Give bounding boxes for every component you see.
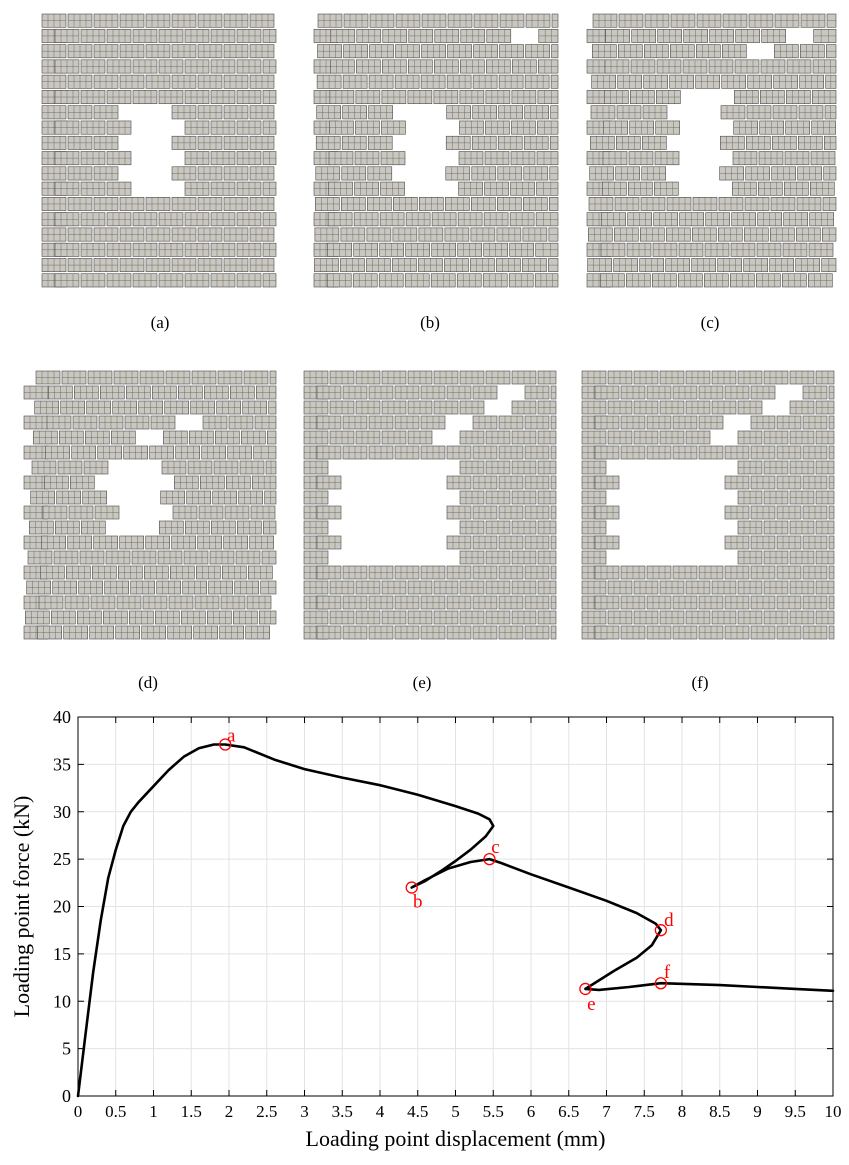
x-tick-label: 0	[74, 1102, 83, 1121]
x-tick-label: 5	[451, 1102, 460, 1121]
panel-b	[312, 8, 562, 293]
point-marker-c	[483, 852, 496, 866]
y-tick-label: 40	[53, 707, 71, 727]
point-marker-d	[654, 924, 668, 937]
x-tick-label: 7	[602, 1102, 611, 1121]
series-line	[76, 743, 835, 1098]
panel-e	[302, 365, 560, 645]
x-tick-label: 4.5	[407, 1102, 428, 1121]
x-tick-label: 5.5	[483, 1102, 504, 1121]
point-label-a: a	[227, 725, 236, 746]
x-tick-label: 9.5	[785, 1102, 806, 1121]
panel-c	[585, 8, 840, 293]
panel-a	[40, 8, 280, 293]
y-tick-label: 30	[53, 802, 71, 822]
point-marker-e	[579, 982, 592, 996]
wall-a-image	[41, 13, 277, 288]
panel-label-c: (c)	[700, 313, 720, 332]
y-tick-label: 10	[53, 991, 71, 1011]
panel-label-d: (d)	[138, 673, 158, 692]
x-tick-label: 8.5	[709, 1102, 730, 1121]
x-tick-label: 0.5	[105, 1102, 126, 1121]
point-marker-b	[405, 881, 418, 894]
y-tick-label: 20	[53, 897, 71, 917]
x-tick-label: 1	[149, 1102, 158, 1121]
wall-e-image	[303, 370, 557, 640]
x-tick-label: 4	[376, 1102, 385, 1121]
panel-d	[22, 365, 280, 645]
wall-f-image	[581, 370, 835, 640]
panel-f	[580, 365, 838, 645]
panel-label-b: (b)	[420, 313, 440, 332]
x-tick-label: 9	[753, 1102, 762, 1121]
x-tick-label: 1.5	[181, 1102, 202, 1121]
point-label-b: b	[413, 892, 423, 913]
point-label-f: f	[664, 962, 671, 983]
wall-b-image	[313, 13, 559, 288]
x-tick-label: 3	[300, 1102, 309, 1121]
point-label-e: e	[587, 994, 595, 1015]
y-tick-label: 5	[62, 1039, 71, 1059]
force-displacement-chart: 0 0.5 1 1.5 2 2.5 3 3.5 4 4.5 5 5.5 6 6.5 7 7.5 8 8.5 9 9.5…	[9, 707, 842, 1151]
x-tick-label: 8	[678, 1102, 687, 1121]
point-label-c: c	[491, 837, 499, 858]
y-axis-label: Loading point force (kN)	[9, 796, 34, 1018]
x-tick-label: 7.5	[634, 1102, 655, 1121]
x-tick-label: 6	[527, 1102, 536, 1121]
x-tick-label: 10	[825, 1102, 842, 1121]
panel-label-f: (f)	[691, 673, 709, 692]
x-tick-label: 6.5	[558, 1102, 579, 1121]
y-tick-label: 35	[53, 754, 71, 774]
y-tick-label: 25	[53, 849, 71, 869]
panel-label-e: (e)	[412, 673, 432, 692]
y-tick-label: 0	[62, 1086, 71, 1106]
wall-c-image	[586, 13, 837, 288]
point-marker-f	[654, 977, 668, 990]
x-tick-label: 3.5	[332, 1102, 353, 1121]
x-axis-label: Loading point displacement (mm)	[306, 1126, 606, 1151]
panel-label-a: (a)	[150, 313, 170, 332]
y-tick-label: 15	[53, 944, 71, 964]
wall-d-image	[23, 370, 277, 640]
x-tick-label: 2.5	[256, 1102, 277, 1121]
x-tick-label: 2	[225, 1102, 234, 1121]
point-label-d: d	[664, 910, 674, 931]
point-marker-a	[219, 738, 232, 751]
